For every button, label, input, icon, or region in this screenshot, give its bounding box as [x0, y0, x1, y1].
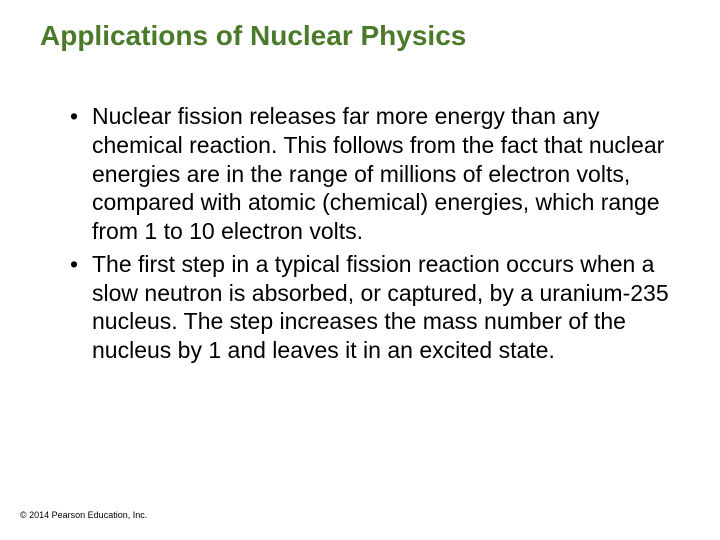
bullet-list: Nuclear fission releases far more energy… [40, 102, 680, 365]
list-item: Nuclear fission releases far more energy… [70, 102, 680, 246]
list-item: The first step in a typical fission reac… [70, 250, 680, 365]
slide-title: Applications of Nuclear Physics [40, 20, 680, 52]
copyright-text: © 2014 Pearson Education, Inc. [20, 510, 147, 520]
